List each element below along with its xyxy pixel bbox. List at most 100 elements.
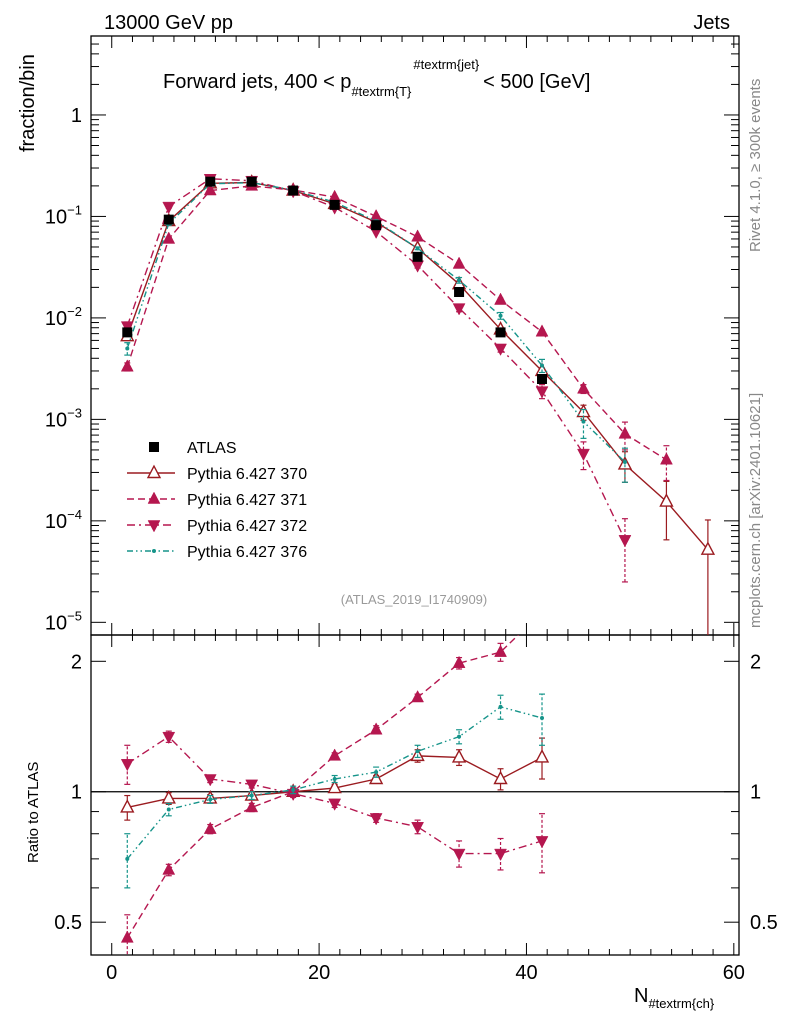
analysis-id-label: (ATLAS_2019_I1740909): [341, 592, 487, 607]
ratio-series-pythia-6-427-372: [120, 730, 549, 874]
ratio-data-point: [535, 836, 549, 849]
ratio-data-point: [328, 748, 342, 761]
top-data-point: [457, 278, 462, 283]
top-data-point: [577, 448, 590, 462]
legend-label: Pythia 6.427 370: [187, 466, 307, 483]
ratio-data-point: [245, 799, 259, 813]
top-data-point: [495, 327, 506, 338]
ratio-data-point: [498, 704, 503, 709]
top-data-point: [162, 201, 176, 215]
top-data-point: [660, 452, 673, 465]
ratio-data-point: [327, 779, 342, 794]
y-tick-label: 10−2: [45, 304, 82, 330]
ratio-data-point: [540, 715, 545, 720]
ratio-data-point: [162, 862, 176, 875]
ratio-series-pythia-6-427-376: [124, 693, 546, 889]
top-data-point: [700, 541, 716, 555]
ratio-data-point: [411, 690, 425, 703]
legend-item: Pythia 6.427 372: [127, 518, 307, 535]
y-tick-label-exponent: −1: [67, 202, 82, 217]
ratio-data-point: [457, 734, 462, 739]
legend-item: Pythia 6.427 376: [127, 544, 307, 561]
top-data-point: [411, 229, 425, 242]
y-tick-label: 10−4: [45, 507, 82, 533]
ratio-data-point: [452, 655, 466, 668]
ratio-y-tick-label-right: 1: [750, 782, 761, 804]
ratio-panel-series: [120, 605, 550, 955]
header-right-label: Jets: [693, 12, 730, 34]
x-axis-label-main: N: [634, 985, 648, 1007]
ratio-data-point: [494, 644, 507, 657]
top-data-point: [246, 176, 257, 187]
top-data-point: [494, 292, 507, 305]
legend-marker: [147, 520, 161, 533]
mcplots-reference-text: mcplots.cern.ch [arXiv:2401.10621]: [747, 393, 764, 628]
y-tick-label-base: 10: [45, 511, 67, 533]
top-data-point: [498, 313, 503, 318]
y-axis-label-bottom: Ratio to ATLAS: [25, 762, 42, 863]
top-series-atlas: [122, 176, 548, 384]
y-tick-label-base: 10: [45, 206, 67, 228]
top-data-point: [454, 287, 465, 298]
ratio-data-point: [494, 848, 507, 862]
x-tick-label: 60: [723, 962, 745, 984]
x-axis-label-sub: #textrm{ch}: [648, 996, 714, 1011]
top-data-point: [622, 460, 627, 465]
top-data-point: [535, 386, 549, 399]
top-data-point: [494, 343, 507, 356]
y-tick-label: 10−1: [45, 202, 82, 228]
top-data-point: [371, 220, 382, 231]
ratio-series-pythia-6-427-371: [120, 605, 548, 955]
x-tick-label: 20: [308, 962, 330, 984]
y-tick-label: 1: [71, 105, 82, 127]
legend-marker: [149, 442, 159, 452]
legend-item: Pythia 6.427 370: [127, 464, 307, 483]
top-series-line: [126, 185, 667, 461]
plot-title-subscript: #textrm{T}: [351, 84, 412, 99]
y-tick-label-exponent: −2: [67, 304, 82, 319]
ratio-data-point: [452, 848, 466, 862]
top-data-point: [163, 214, 174, 225]
ratio-data-point: [291, 787, 296, 792]
header-left-label: 13000 GeV pp: [104, 12, 233, 34]
ratio-data-point: [534, 749, 550, 763]
y-tick-label-exponent: −5: [67, 608, 82, 623]
ratio-y-tick-label: 1: [71, 782, 82, 804]
ratio-panel-frame: [90, 634, 740, 956]
ratio-data-point: [120, 930, 134, 943]
y-tick-label-base: 10: [45, 308, 67, 330]
legend-marker: [147, 491, 161, 504]
ratio-data-point: [411, 822, 425, 835]
top-data-point: [412, 251, 423, 262]
top-data-point: [120, 359, 134, 372]
x-tick-label: 40: [515, 962, 537, 984]
y-tick-label-base: 10: [45, 409, 67, 431]
top-data-point: [537, 373, 548, 384]
legend-label: ATLAS: [187, 440, 237, 457]
top-data-point: [329, 199, 340, 210]
y-tick-label: 10−3: [45, 405, 82, 431]
top-data-point: [288, 185, 299, 196]
top-data-point: [618, 426, 632, 439]
legend-marker: [146, 464, 162, 479]
ratio-data-point: [493, 770, 508, 785]
ratio-data-point: [536, 605, 548, 616]
top-data-point: [205, 176, 216, 187]
top-data-point: [659, 493, 674, 507]
ratio-y-tick-label: 2: [71, 651, 82, 673]
top-data-point: [535, 324, 549, 337]
ratio-data-point: [369, 813, 383, 826]
ratio-y-tick-label-right: 2: [750, 651, 761, 673]
x-axis-label: N#textrm{ch}: [634, 985, 715, 1011]
legend-label: Pythia 6.427 371: [187, 492, 307, 509]
ratio-data-point: [249, 793, 254, 798]
ratio-data-point: [203, 821, 217, 834]
ratio-data-point: [120, 799, 135, 813]
ratio-data-point: [415, 749, 420, 754]
ratio-data-point: [166, 807, 171, 812]
plot-title-suffix: < 500 [GeV]: [483, 71, 590, 93]
top-data-point: [618, 535, 632, 548]
top-data-point: [540, 363, 545, 368]
ratio-y-tick-label: 0.5: [54, 912, 82, 934]
